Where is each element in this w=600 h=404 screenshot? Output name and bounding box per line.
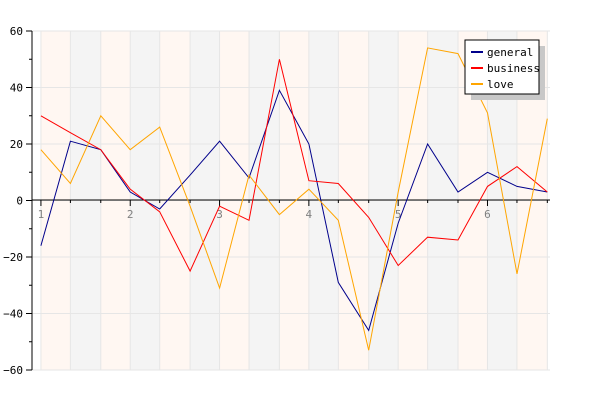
legend: general business love — [464, 39, 545, 100]
legend-label-love: love — [487, 78, 514, 91]
y-tick-label: 20 — [10, 138, 23, 151]
y-tick-label: 60 — [10, 25, 23, 38]
series-line-general — [40, 89, 548, 332]
x-tick-label: 3 — [216, 208, 223, 221]
axes: 60 40 20 0 −20 −40 −60 1 2 3 4 5 6 — [3, 25, 550, 377]
legend-label-business: business — [487, 62, 540, 75]
series-line-business — [40, 59, 548, 273]
series-line-love — [40, 47, 548, 351]
y-tick-label: 40 — [10, 82, 23, 95]
x-tick-label: 6 — [484, 208, 491, 221]
series-lines — [40, 47, 548, 351]
y-tick-label: −60 — [3, 364, 23, 377]
x-tick-label: 1 — [38, 208, 45, 221]
y-tick-label: −40 — [3, 308, 23, 321]
legend-label-general: general — [487, 46, 533, 59]
y-tick-label: −20 — [3, 251, 23, 264]
y-tick-label: 0 — [16, 195, 23, 208]
x-tick-label: 2 — [127, 208, 134, 221]
x-tick-label: 5 — [395, 208, 402, 221]
x-tick-label: 4 — [306, 208, 313, 221]
